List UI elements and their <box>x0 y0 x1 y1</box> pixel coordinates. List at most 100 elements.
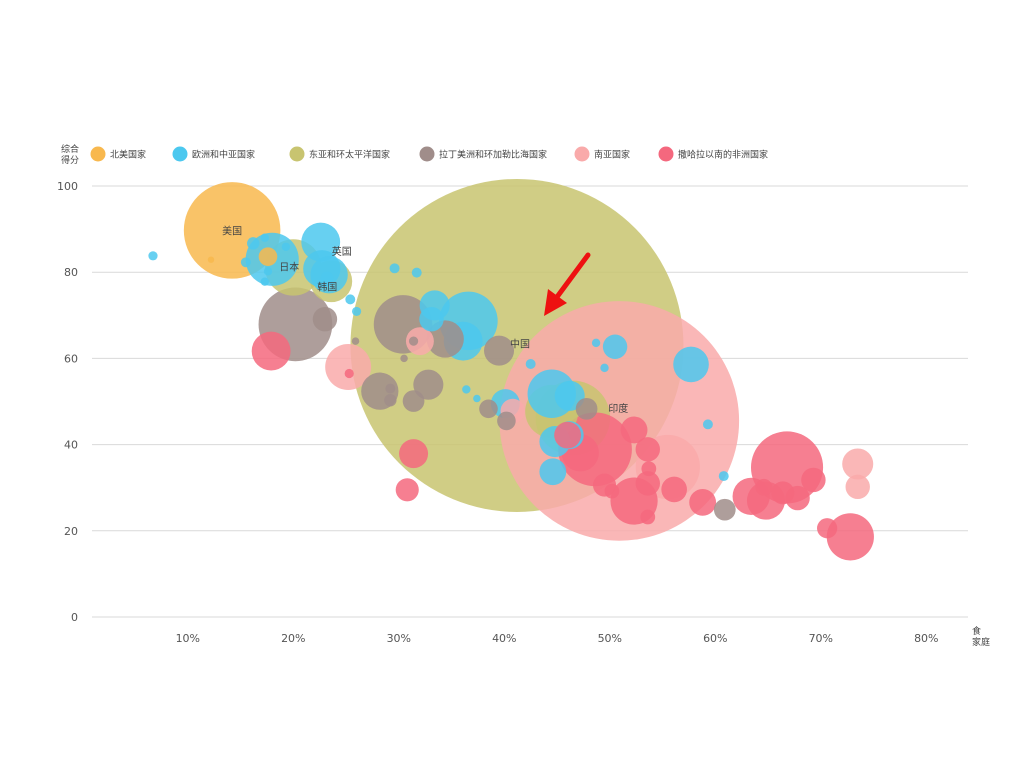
bubble-point <box>385 383 396 394</box>
legend-swatch <box>289 146 305 162</box>
bubble-label: 美国 <box>222 224 242 237</box>
bubble-point <box>462 385 471 394</box>
bubble-point <box>402 390 425 412</box>
bubble-point <box>484 335 515 366</box>
bubble-point <box>301 222 341 262</box>
bubble-point <box>473 394 481 403</box>
bubble-point <box>689 488 717 516</box>
legend-swatch <box>574 146 590 162</box>
bubble-point <box>411 267 422 278</box>
bubble-point <box>263 267 273 276</box>
bubble-point <box>604 483 620 499</box>
bubble-point <box>620 416 648 444</box>
bubble-point <box>479 399 498 419</box>
bubble-point <box>842 448 874 480</box>
x-tick-label: 30% <box>387 632 411 645</box>
x-tick-label: 60% <box>703 632 727 645</box>
bubble-layer <box>148 178 874 561</box>
bubble-point <box>408 336 419 346</box>
bubble-point <box>351 337 360 345</box>
x-axis-label: 家庭 <box>972 636 990 648</box>
bubble-point <box>405 327 434 356</box>
legend-label: 欧洲和中亚国家 <box>192 149 255 161</box>
x-tick-label: 70% <box>809 632 833 645</box>
bubble-label: 韩国 <box>317 280 337 293</box>
bubble-point <box>325 344 372 390</box>
y-tick-label: 0 <box>71 611 78 624</box>
bubble-point <box>602 334 628 359</box>
bubble-point <box>635 437 660 462</box>
bubble-point <box>207 256 215 263</box>
bubble-point <box>281 242 291 251</box>
bubble-point <box>640 509 656 525</box>
bubble-point <box>148 251 158 261</box>
legend-label: 北美国家 <box>110 149 146 161</box>
y-tick-label: 60 <box>64 352 78 365</box>
bubble-point <box>525 359 536 369</box>
bubble-point <box>399 439 429 469</box>
bubble-point <box>713 498 736 521</box>
y-tick-label: 80 <box>64 266 78 279</box>
bubble-point <box>260 233 270 242</box>
x-tick-label: 40% <box>492 632 516 645</box>
bubble-point <box>600 363 609 373</box>
bubble-point <box>702 419 713 430</box>
bubble-point <box>384 394 397 407</box>
bubble-point <box>351 306 362 317</box>
legend-item: 北美国家 <box>90 146 146 162</box>
bubble-point <box>389 263 400 274</box>
bubble-point <box>251 331 291 371</box>
bubble-point <box>497 411 516 431</box>
bubble-label: 印度 <box>608 402 628 415</box>
bubble-point <box>413 369 444 400</box>
bubble-point <box>771 481 795 505</box>
x-tick-label: 10% <box>176 632 200 645</box>
legend-label: 拉丁美洲和环加勒比海国家 <box>439 149 547 161</box>
legend-item: 东亚和环太平洋国家 <box>289 146 390 162</box>
legend-label: 东亚和环太平洋国家 <box>309 149 390 161</box>
y-axis-label: 综合 <box>61 143 79 155</box>
bubble-point <box>554 421 582 449</box>
bubble-point <box>419 306 444 332</box>
legend-label: 南亚国家 <box>594 149 630 161</box>
bubble-point <box>826 513 874 561</box>
bubble-label: 日本 <box>279 260 299 273</box>
bubble-point <box>240 257 251 268</box>
bubble-point <box>591 338 601 348</box>
y-tick-label: 20 <box>64 525 78 538</box>
legend-item: 撒哈拉以南的非洲国家 <box>658 146 768 162</box>
bubble-point <box>400 354 408 363</box>
legend-swatch <box>419 146 435 162</box>
bubble-label: 中国 <box>510 337 530 350</box>
legend-swatch <box>90 146 106 162</box>
legend: 北美国家 欧洲和中亚国家 东亚和环太平洋国家 拉丁美洲和环加勒比海国家 南亚国家 撒哈拉以… <box>90 146 768 162</box>
bubble-point <box>845 474 870 500</box>
bubble-point <box>539 458 567 486</box>
y-axis-label: 得分 <box>61 154 79 166</box>
bubble-point <box>395 478 419 502</box>
legend-swatch <box>658 146 674 162</box>
bubble-point <box>641 461 657 477</box>
legend-label: 撒哈拉以南的非洲国家 <box>678 149 768 161</box>
bubble-label: 英国 <box>332 245 352 258</box>
bubble-point <box>344 368 354 379</box>
bubble-point <box>345 294 356 305</box>
bubble-point <box>320 271 334 284</box>
bubble-point <box>575 397 598 420</box>
x-tick-label: 80% <box>914 632 938 645</box>
y-tick-label: 40 <box>64 439 78 452</box>
legend-item: 欧洲和中亚国家 <box>172 146 255 162</box>
bubble-point <box>817 518 838 539</box>
bubble-point <box>673 346 709 383</box>
legend-item: 拉丁美洲和环加勒比海国家 <box>419 146 547 162</box>
bubble-point <box>755 478 773 496</box>
y-tick-label: 100 <box>57 180 78 193</box>
legend-item: 南亚国家 <box>574 146 630 162</box>
bubble-point <box>258 247 278 266</box>
bubble-point <box>312 306 338 332</box>
bubble-point <box>661 476 687 503</box>
bubble-point <box>801 467 826 493</box>
bubble-point <box>718 471 729 482</box>
